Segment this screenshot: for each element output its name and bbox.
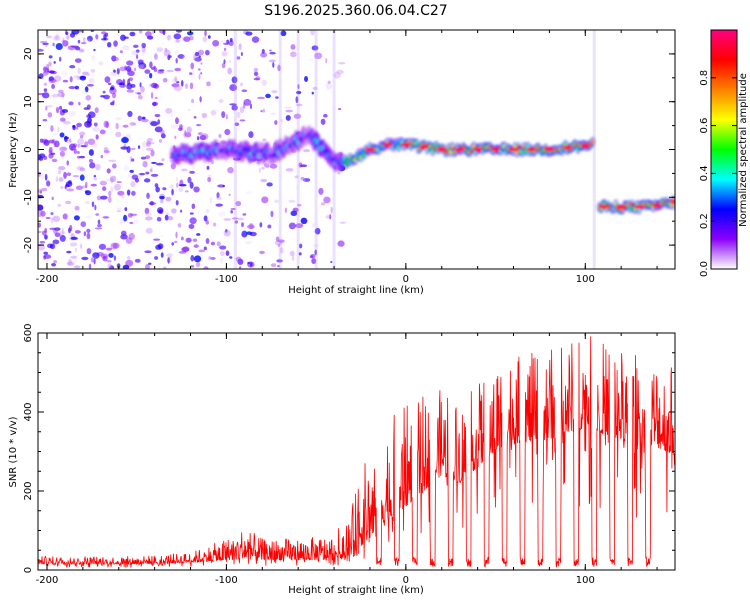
colorbar-label: Normalized spectral amplitude — [738, 73, 749, 227]
bottom-y-axis-label: SNR (10 * v/v) — [8, 416, 19, 487]
colorbar-tick-label: 0.4 — [699, 165, 710, 181]
bottom-x-axis-label: Height of straight line (km) — [288, 585, 424, 596]
colorbar-gradient — [710, 29, 738, 270]
colorbar-tick-label: 0.6 — [699, 118, 710, 134]
colorbar-tick-label: 0.8 — [699, 70, 710, 86]
colorbar-ticks: 0.0 0.2 0.4 0.6 0.8 — [699, 70, 737, 277]
top-y-tick-label: 20 — [23, 48, 34, 61]
bottom-x-tick-label: 100 — [576, 575, 595, 586]
bottom-y-tick-label: 0 — [23, 567, 34, 573]
top-y-axis-label: Frequency (Hz) — [8, 112, 19, 188]
spectrogram-image — [38, 30, 675, 269]
top-x-axis-label: Height of straight line (km) — [288, 285, 424, 296]
snr-panel: -200 -100 0 100 0 200 400 600 Height of straig… — [8, 323, 676, 596]
top-y-tick-label: 0 — [23, 146, 34, 152]
colorbar: 0.0 0.2 0.4 0.6 0.8 Normalized spectral ampl… — [699, 29, 749, 277]
top-x-tick-label: -200 — [36, 274, 59, 285]
top-y-tick-label: 10 — [23, 95, 34, 108]
colorbar-tick-label: 0.2 — [699, 213, 710, 229]
bottom-x-tick-label: 0 — [403, 575, 409, 586]
noise-speckle — [38, 30, 596, 269]
top-y-tick-label: -20 — [23, 237, 34, 253]
top-x-tick-label: 0 — [403, 274, 409, 285]
top-x-tick-label: 100 — [576, 274, 595, 285]
bottom-x-tick-label: -200 — [36, 575, 59, 586]
colorbar-tick-label: 0.0 — [699, 261, 710, 277]
top-x-tick-label: -100 — [215, 274, 238, 285]
bottom-y-tick-label: 600 — [23, 323, 34, 342]
bottom-x-tick-label: -100 — [215, 575, 238, 586]
chart-title: S196.2025.360.06.04.C27 — [264, 3, 447, 19]
snr-series-line — [38, 336, 675, 569]
bottom-y-axis: 0 200 400 600 — [23, 323, 675, 573]
ridge-signal — [169, 125, 675, 215]
bottom-y-tick-label: 200 — [23, 481, 34, 500]
top-y-axis: -20 -10 0 10 20 — [23, 29, 675, 270]
bottom-x-axis: -200 -100 0 100 — [36, 333, 658, 586]
bottom-y-tick-label: 400 — [23, 402, 34, 421]
top-y-tick-label: -10 — [23, 189, 34, 205]
top-x-axis: -200 -100 0 100 — [36, 30, 658, 285]
